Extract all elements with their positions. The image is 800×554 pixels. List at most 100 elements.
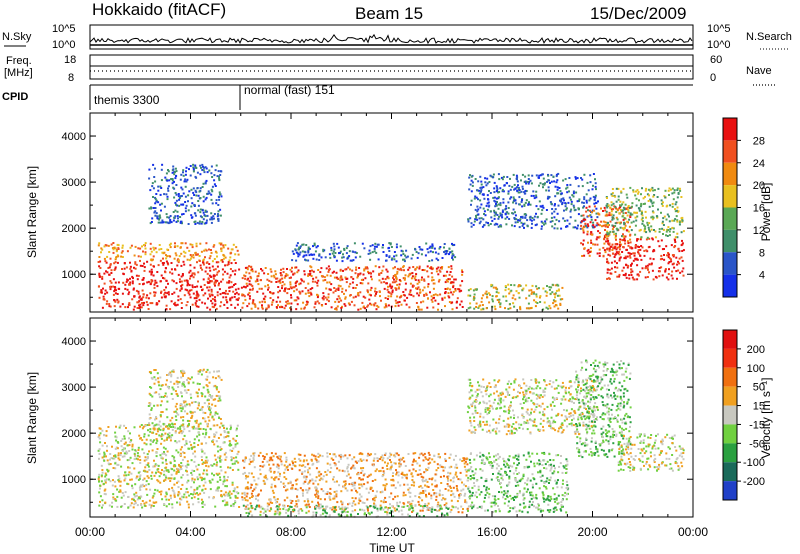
data-pixel bbox=[397, 286, 400, 289]
cpid-label: CPID bbox=[2, 91, 28, 103]
data-pixel bbox=[650, 262, 653, 265]
data-pixel bbox=[365, 459, 368, 462]
data-pixel bbox=[263, 481, 266, 484]
data-pixel bbox=[155, 391, 158, 394]
colorbar-segment bbox=[723, 274, 737, 297]
data-pixel bbox=[545, 189, 548, 192]
data-pixel bbox=[160, 437, 163, 440]
data-pixel bbox=[412, 295, 415, 298]
data-pixel bbox=[349, 268, 351, 271]
data-pixel bbox=[492, 286, 495, 289]
data-pixel bbox=[453, 243, 456, 246]
data-pixel bbox=[366, 498, 369, 501]
data-pixel bbox=[221, 260, 224, 263]
data-pixel bbox=[473, 297, 476, 300]
data-pixel bbox=[458, 288, 461, 291]
data-pixel bbox=[618, 212, 621, 215]
data-pixel bbox=[392, 267, 395, 270]
data-pixel bbox=[256, 280, 259, 282]
data-pixel bbox=[645, 265, 648, 268]
data-pixel bbox=[513, 183, 516, 186]
data-pixel bbox=[208, 248, 210, 251]
data-pixel bbox=[195, 242, 198, 245]
data-pixel bbox=[395, 302, 398, 305]
data-pixel bbox=[197, 463, 200, 466]
data-pixel bbox=[486, 293, 488, 296]
data-pixel bbox=[396, 471, 398, 474]
data-pixel bbox=[384, 488, 387, 491]
data-pixel bbox=[529, 215, 532, 218]
data-pixel bbox=[231, 469, 234, 471]
data-pixel bbox=[469, 288, 472, 291]
data-pixel bbox=[379, 458, 382, 460]
data-pixel bbox=[302, 255, 305, 258]
data-pixel bbox=[455, 485, 458, 487]
data-pixel bbox=[307, 471, 310, 474]
data-pixel bbox=[171, 506, 174, 509]
data-pixel bbox=[235, 456, 238, 459]
data-pixel bbox=[594, 182, 597, 185]
data-pixel bbox=[150, 477, 153, 480]
data-pixel bbox=[158, 218, 161, 221]
data-pixel bbox=[568, 177, 571, 179]
data-pixel bbox=[368, 474, 371, 477]
data-pixel bbox=[351, 458, 354, 461]
data-pixel bbox=[583, 247, 586, 250]
data-pixel bbox=[550, 174, 553, 177]
data-pixel bbox=[618, 248, 621, 251]
data-pixel bbox=[539, 205, 542, 208]
data-pixel bbox=[299, 282, 302, 285]
data-pixel bbox=[212, 215, 215, 218]
data-pixel bbox=[630, 274, 633, 276]
data-pixel bbox=[608, 242, 611, 245]
data-pixel bbox=[234, 500, 237, 502]
data-pixel bbox=[676, 196, 679, 199]
data-pixel bbox=[175, 441, 178, 444]
data-pixel bbox=[156, 428, 159, 431]
data-pixel bbox=[424, 484, 427, 487]
data-pixel bbox=[359, 307, 362, 310]
data-pixel bbox=[395, 276, 397, 278]
data-pixel bbox=[177, 469, 180, 472]
data-pixel bbox=[452, 254, 455, 257]
data-pixel bbox=[143, 269, 146, 272]
data-pixel bbox=[225, 456, 228, 459]
data-pixel bbox=[154, 424, 157, 427]
data-pixel bbox=[151, 471, 154, 474]
data-pixel bbox=[561, 298, 564, 301]
data-pixel bbox=[535, 285, 538, 288]
data-pixel bbox=[553, 293, 556, 296]
data-pixel bbox=[315, 467, 318, 470]
data-pixel bbox=[203, 452, 206, 455]
data-pixel bbox=[463, 494, 466, 497]
data-pixel bbox=[444, 305, 446, 308]
data-pixel bbox=[623, 221, 626, 224]
data-pixel bbox=[218, 198, 221, 201]
data-pixel bbox=[310, 253, 313, 256]
data-pixel bbox=[180, 264, 183, 267]
data-pixel bbox=[507, 212, 510, 215]
data-pixel bbox=[101, 499, 104, 502]
data-pixel bbox=[224, 451, 227, 454]
data-pixel bbox=[206, 272, 209, 275]
data-pixel bbox=[163, 289, 166, 291]
data-pixel bbox=[262, 292, 265, 295]
data-pixel bbox=[490, 216, 493, 219]
data-pixel bbox=[101, 456, 104, 459]
data-pixel bbox=[217, 284, 220, 287]
data-pixel bbox=[199, 164, 202, 167]
data-pixel bbox=[634, 194, 637, 197]
data-pixel bbox=[208, 274, 211, 277]
data-pixel bbox=[427, 297, 429, 300]
data-pixel bbox=[609, 254, 612, 257]
data-pixel bbox=[591, 209, 594, 212]
data-pixel bbox=[307, 482, 310, 485]
data-pixel bbox=[197, 501, 200, 504]
data-pixel bbox=[631, 270, 634, 273]
data-pixel bbox=[103, 453, 106, 456]
data-pixel bbox=[419, 473, 422, 476]
data-pixel bbox=[636, 278, 639, 281]
data-pixel bbox=[237, 468, 240, 471]
data-pixel bbox=[112, 479, 114, 482]
data-pixel bbox=[164, 271, 167, 274]
